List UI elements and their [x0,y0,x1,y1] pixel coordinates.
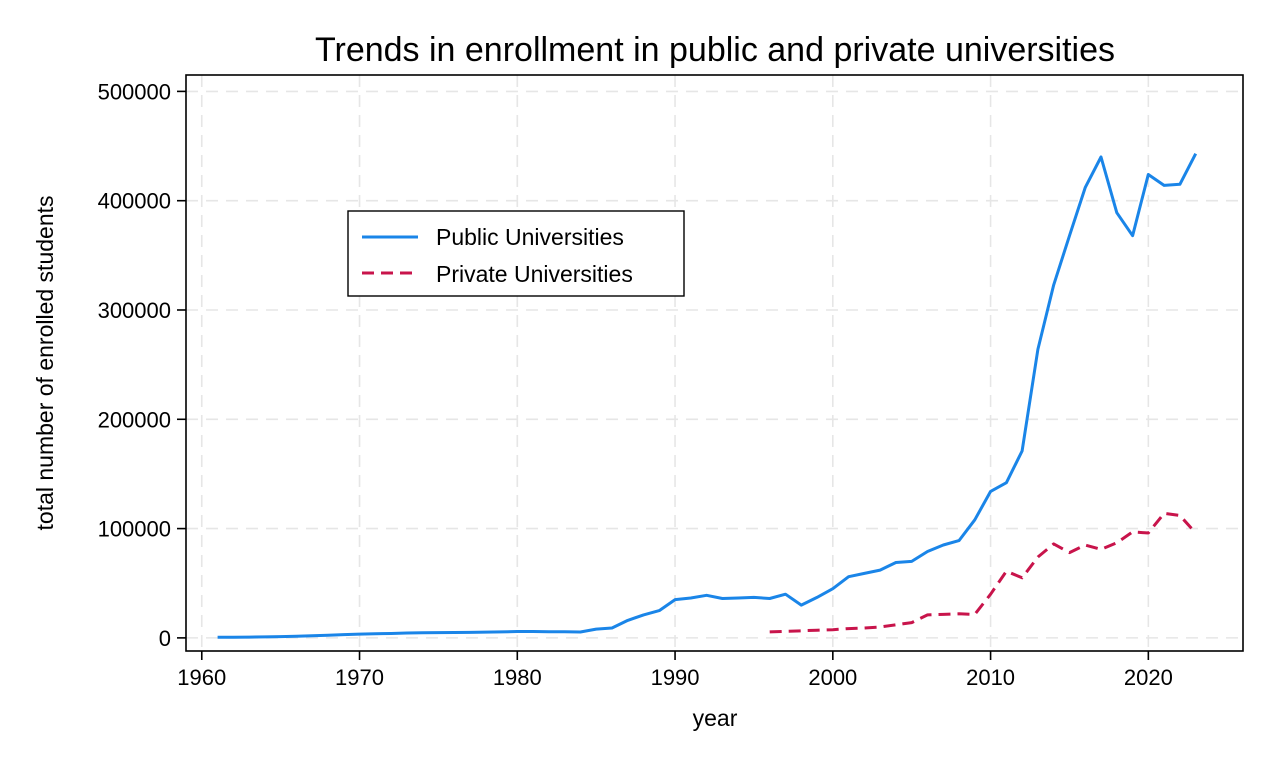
chart-title: Trends in enrollment in public and priva… [315,31,1115,69]
x-axis: 1960 1970 1980 1990 2000 2010 2020 [177,651,1173,690]
x-tick-label-1970: 1970 [335,665,384,690]
plot-frame [185,74,1244,652]
legend: Public Universities Private Universities [347,210,685,297]
series-layer [217,153,1198,639]
x-tick-label-2000: 2000 [808,665,857,690]
y-tick-label-0: 0 [159,626,171,651]
legend-box [347,210,685,297]
y-tick-label-200000: 200000 [98,407,171,432]
x-tick-label-1990: 1990 [651,665,700,690]
series-line-public [217,153,1198,639]
y-tick-label-300000: 300000 [98,298,171,323]
y-axis-label: total number of enrolled students [32,196,58,531]
grid-lines [186,75,1243,651]
y-tick-label-400000: 400000 [98,189,171,214]
x-axis-label: year [693,705,738,731]
y-axis: 0 100000 200000 300000 400000 500000 [98,79,186,651]
x-tick-label-2010: 2010 [966,665,1015,690]
x-tick-label-1960: 1960 [177,665,226,690]
y-tick-label-500000: 500000 [98,79,171,104]
legend-label-private: Private Universities [436,261,633,287]
y-tick-label-100000: 100000 [98,517,171,542]
x-tick-label-2020: 2020 [1124,665,1173,690]
legend-label-public: Public Universities [436,224,624,250]
x-tick-label-1980: 1980 [493,665,542,690]
series-line-private [769,511,1197,634]
